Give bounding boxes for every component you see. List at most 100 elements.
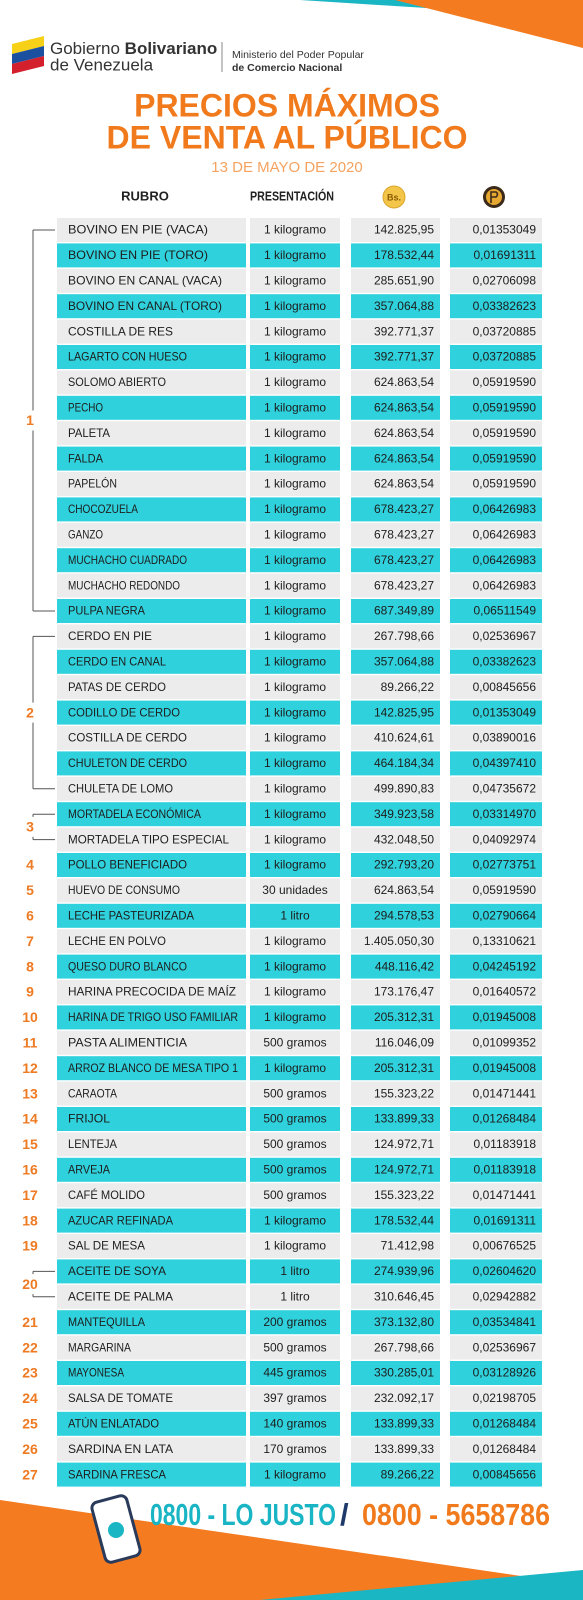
price-bs: 464.184,34 xyxy=(374,756,434,770)
cell-bg xyxy=(450,1361,542,1385)
product: BOVINO EN PIE (TORO) xyxy=(68,248,208,262)
cell-bg xyxy=(351,548,440,573)
flag-blue xyxy=(12,46,44,64)
price-ptr: 0,01471441 xyxy=(473,1188,537,1202)
group-number: 25 xyxy=(22,1416,38,1432)
presentation: 1 litro xyxy=(280,1264,310,1278)
price-bs: 357.064,88 xyxy=(374,299,434,313)
product: CHOCOZUELA xyxy=(68,502,138,516)
group-number: 3 xyxy=(26,819,34,835)
price-bs: 392.771,37 xyxy=(374,324,434,338)
group-number: 22 xyxy=(22,1339,38,1355)
cell-bg xyxy=(57,802,246,827)
price-bs: 124.972,71 xyxy=(374,1162,434,1176)
product: ARVEJA xyxy=(68,1162,110,1176)
cell-bg xyxy=(351,929,440,954)
ministry-1: Ministerio del Poder Popular xyxy=(232,49,364,61)
cell-bg xyxy=(250,751,340,776)
price-ptr: 0,01471441 xyxy=(473,1086,537,1100)
product: SAL DE MESA xyxy=(68,1239,145,1253)
product: SALSA DE TOMATE xyxy=(68,1391,173,1405)
cell-bg xyxy=(250,294,340,319)
cell-bg xyxy=(250,522,340,547)
product: FALDA xyxy=(68,451,103,465)
product: ATÚN ENLATADO xyxy=(68,1415,159,1430)
price-ptr: 0,01099352 xyxy=(473,1035,537,1049)
cell-bg xyxy=(351,294,440,319)
cell-bg xyxy=(351,675,440,700)
price-ptr: 0,03314970 xyxy=(473,807,537,821)
price-ptr: 0,03534841 xyxy=(473,1315,537,1329)
presentation: 1 kilogramo xyxy=(264,502,326,516)
presentation: 500 gramos xyxy=(263,1035,326,1049)
cell-bg xyxy=(351,1107,440,1131)
group-number: 27 xyxy=(22,1466,38,1482)
cell-bg xyxy=(450,649,542,674)
table: BOVINO EN PIE (VACA) 1 kilogramo 142.825,9… xyxy=(22,218,542,1487)
presentation: 1 kilogramo xyxy=(264,858,326,872)
cell-bg xyxy=(450,522,542,547)
cell-bg xyxy=(351,1462,440,1487)
product: CHULETA DE LOMO xyxy=(68,781,173,795)
cell-bg xyxy=(450,421,542,446)
group-number: 4 xyxy=(26,857,34,873)
presentation: 500 gramos xyxy=(263,1340,326,1354)
price-bs: 330.285,01 xyxy=(374,1366,434,1380)
footer-teal xyxy=(260,1570,583,1600)
presentation: 1 kilogramo xyxy=(264,1467,326,1481)
corner-orange xyxy=(395,0,583,48)
group-number: 11 xyxy=(23,1035,38,1051)
product: MANTEQUILLA xyxy=(68,1315,145,1329)
cell-bg xyxy=(450,1157,542,1182)
product: CERDO EN CANAL xyxy=(68,654,166,668)
price-bs: 410.624,61 xyxy=(374,731,434,745)
presentation: 1 kilogramo xyxy=(264,400,326,414)
group-number: 5 xyxy=(26,882,34,898)
cell-bg xyxy=(450,827,542,852)
price-ptr: 0,06426983 xyxy=(473,578,537,592)
cell-bg xyxy=(250,903,340,928)
cell-bg xyxy=(450,853,542,877)
cell-bg xyxy=(450,1183,542,1208)
cell-bg xyxy=(57,954,246,979)
group-number: 13 xyxy=(22,1085,38,1101)
cell-bg xyxy=(250,1234,340,1258)
phone-sep: / xyxy=(340,1497,349,1532)
cell-bg xyxy=(450,1259,542,1284)
cell-bg xyxy=(450,1132,542,1157)
cell-bg xyxy=(57,268,246,293)
cell-bg xyxy=(450,802,542,827)
presentation: 500 gramos xyxy=(263,1188,326,1202)
cell-bg xyxy=(351,1361,440,1385)
group-number: 1 xyxy=(26,412,34,428)
price-ptr: 0,00676525 xyxy=(473,1239,537,1253)
cell-bg xyxy=(250,802,340,827)
cell-bg xyxy=(351,802,440,827)
price-ptr: 0,05919590 xyxy=(473,451,537,465)
cell-bg xyxy=(57,446,246,471)
product: MORTADELA ECONÓMICA xyxy=(68,806,201,821)
cell-bg xyxy=(57,903,246,928)
cell-bg xyxy=(250,1284,340,1309)
cell-bg xyxy=(57,1284,246,1309)
price-ptr: 0,03382623 xyxy=(473,654,537,668)
product: ACEITE DE SOYA xyxy=(68,1264,166,1278)
presentation: 445 gramos xyxy=(263,1366,326,1380)
price-bs: 349.923,58 xyxy=(374,807,434,821)
price-bs: 392.771,37 xyxy=(374,350,434,364)
cell-bg xyxy=(351,1411,440,1436)
price-ptr: 0,05919590 xyxy=(473,375,537,389)
cell-bg xyxy=(250,1005,340,1030)
presentation: 500 gramos xyxy=(263,1137,326,1151)
cell-bg xyxy=(57,878,246,903)
presentation: 1 kilogramo xyxy=(264,756,326,770)
price-bs: 133.899,33 xyxy=(374,1416,434,1430)
cell-bg xyxy=(57,1411,246,1436)
product: POLLO BENEFICIADO xyxy=(68,858,187,872)
price-ptr: 0,02604620 xyxy=(473,1264,537,1278)
group-number: 14 xyxy=(22,1111,38,1127)
product: QUESO DURO BLANCO xyxy=(68,959,187,973)
presentation: 1 litro xyxy=(280,1289,310,1303)
cell-bg xyxy=(450,243,542,268)
cell-bg xyxy=(450,1335,542,1360)
